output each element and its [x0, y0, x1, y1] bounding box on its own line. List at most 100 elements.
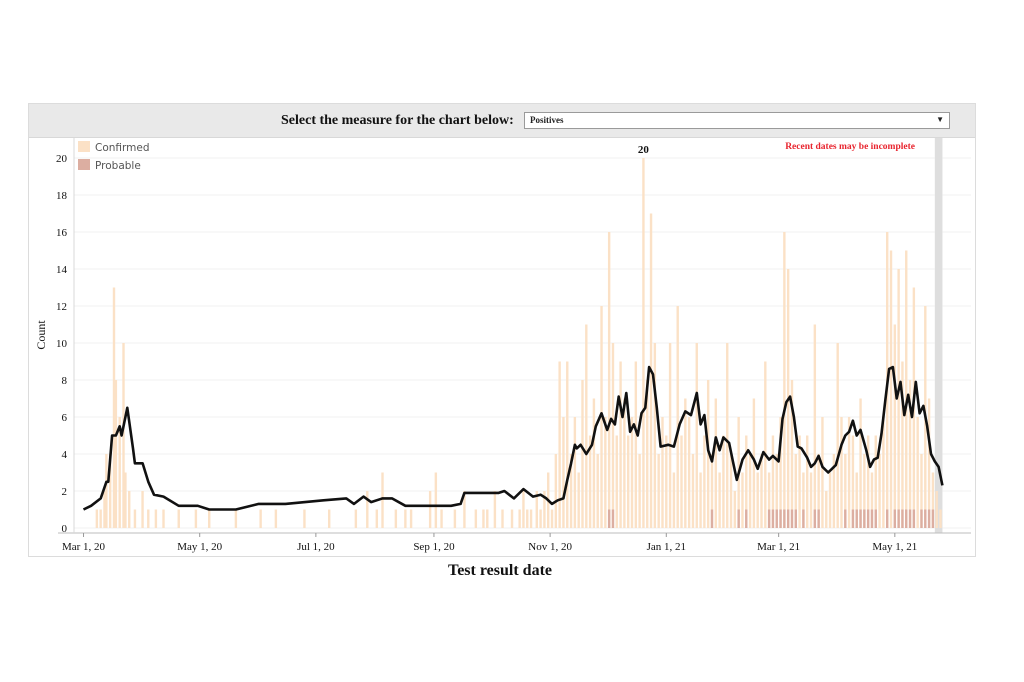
- confirmed-bar: [581, 380, 584, 528]
- y-tick-label: 8: [62, 375, 68, 387]
- confirmed-bar: [543, 491, 546, 528]
- legend-label-confirmed: Confirmed: [95, 142, 150, 154]
- confirmed-bar: [108, 454, 112, 528]
- confirmed-bar: [699, 472, 702, 528]
- confirmed-bar: [141, 491, 144, 528]
- confirmed-bar: [162, 509, 165, 528]
- confirmed-bar: [463, 491, 466, 528]
- confirmed-bar: [859, 398, 862, 528]
- x-tick-label: May 1, 21: [872, 541, 917, 553]
- probable-bar: [863, 509, 866, 528]
- confirmed-bar: [522, 491, 525, 528]
- confirmed-bar: [676, 306, 679, 528]
- confirmed-bar: [453, 509, 457, 528]
- y-tick-label: 10: [56, 338, 68, 350]
- probable-bar: [897, 509, 900, 528]
- probable-bar: [886, 509, 889, 528]
- confirmed-bar: [366, 491, 369, 528]
- probable-bar: [908, 509, 912, 528]
- confirmed-bar: [562, 417, 565, 528]
- y-axis-title: Count: [34, 320, 48, 350]
- x-axis-title: Test result date: [448, 562, 552, 579]
- confirmed-bar: [604, 417, 607, 528]
- probable-bar: [912, 509, 916, 528]
- y-tick-label: 4: [62, 449, 68, 461]
- legend-label-probable: Probable: [95, 160, 141, 172]
- confirmed-bar: [404, 509, 407, 528]
- confirmed-bar: [665, 435, 668, 528]
- confirmed-bar: [122, 343, 125, 528]
- y-tick-label: 16: [56, 227, 68, 239]
- confirmed-bar: [844, 454, 847, 528]
- confirmed-bar: [756, 472, 759, 528]
- confirmed-bar: [661, 417, 664, 528]
- confirmed-bar: [634, 361, 638, 528]
- confirmed-bar: [851, 435, 855, 528]
- confirmed-bar: [870, 472, 874, 528]
- y-tick-label: 18: [56, 190, 68, 202]
- x-tick-label: Mar 1, 21: [757, 541, 800, 553]
- confirmed-bar: [124, 472, 127, 528]
- confirmed-bar: [535, 491, 538, 528]
- confirmed-bar: [684, 398, 687, 528]
- confirmed-bar: [764, 361, 767, 528]
- confirmed-bar: [798, 435, 801, 528]
- confirmed-bar: [729, 454, 733, 528]
- confirmed-bar: [482, 509, 485, 528]
- confirmed-bar: [434, 472, 438, 528]
- confirmed-bar: [680, 435, 683, 528]
- confirmed-bar: [95, 509, 99, 528]
- confirmed-bar: [855, 472, 858, 528]
- confirmed-bar: [501, 509, 504, 528]
- y-tick-label: 0: [62, 523, 68, 535]
- confirmed-bar: [916, 417, 919, 528]
- confirmed-bar: [901, 361, 904, 528]
- confirmed-bar: [569, 454, 573, 528]
- x-tick-label: Jan 1, 21: [647, 541, 686, 553]
- confirmed-bar: [133, 509, 137, 528]
- probable-bar: [817, 509, 820, 528]
- confirmed-bar: [105, 454, 108, 528]
- measure-select[interactable]: Positives ▼: [524, 112, 950, 129]
- confirmed-bar: [779, 417, 782, 528]
- confirmed-bar: [866, 435, 870, 528]
- legend: Confirmed Probable: [78, 141, 150, 172]
- probable-bar: [924, 509, 927, 528]
- confirmed-bar: [526, 509, 529, 528]
- confirmed-bar: [234, 509, 238, 528]
- probable-bar: [775, 509, 778, 528]
- confirmed-bar: [596, 454, 599, 528]
- confirmed-bar: [908, 380, 912, 528]
- x-tick-label: Nov 1, 20: [528, 541, 572, 553]
- dashboard-panel: Select the measure for the chart below: …: [28, 103, 976, 557]
- confirmed-bar: [821, 417, 824, 528]
- probable-bar: [745, 509, 748, 528]
- probable-bar: [901, 509, 904, 528]
- confirmed-bar: [714, 398, 718, 528]
- confirmed-bar: [493, 491, 497, 528]
- confirmed-bar: [208, 509, 211, 528]
- confirmed-bar: [259, 509, 262, 528]
- confirmed-bar: [381, 472, 384, 528]
- confirmed-bar: [642, 158, 645, 528]
- confirmed-bar: [760, 454, 763, 528]
- confirmed-bar: [905, 250, 908, 528]
- probable-bar: [855, 509, 858, 528]
- probable-bar: [794, 509, 797, 528]
- measure-select-value: Positives: [530, 115, 564, 125]
- confirmed-bar: [607, 232, 611, 528]
- confirmed-bar: [657, 454, 660, 528]
- confirmed-bar: [691, 454, 695, 528]
- confirmed-bar: [394, 509, 398, 528]
- confirmed-bar: [775, 454, 778, 528]
- triangle-down-icon[interactable]: ▼: [936, 115, 944, 124]
- probable-bar: [737, 509, 740, 528]
- probable-bar: [905, 509, 908, 528]
- confirmed-bar: [813, 324, 817, 528]
- probable-bar: [874, 509, 877, 528]
- confirmed-bars: [95, 158, 942, 528]
- probable-bar: [859, 509, 862, 528]
- confirmed-bar: [327, 509, 331, 528]
- confirmed-bar: [897, 269, 900, 528]
